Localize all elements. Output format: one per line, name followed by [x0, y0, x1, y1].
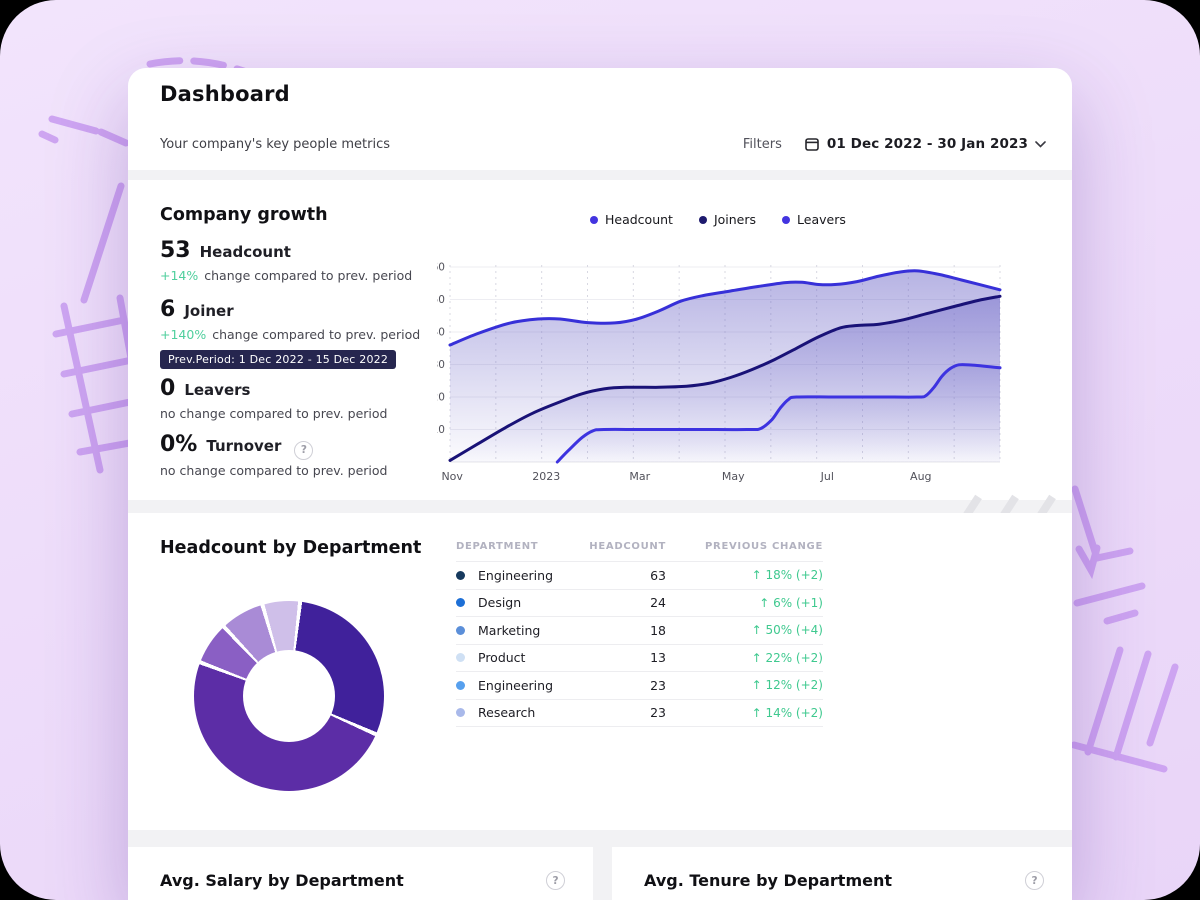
- department-dot: [456, 708, 465, 718]
- gap-decoration: [128, 494, 1072, 520]
- metric-label: Leavers: [184, 381, 251, 399]
- metric-change: no change compared to prev. period: [160, 462, 388, 478]
- metric-change: no change compared to prev. period: [160, 406, 388, 421]
- department-table-header: Department Headcount Previous change: [456, 541, 823, 561]
- table-row: Marketing 18 ↑ 50% (+4): [456, 616, 823, 644]
- svg-text:Nov: Nov: [441, 470, 463, 483]
- svg-text:60: 60: [437, 262, 445, 274]
- svg-text:50: 50: [437, 294, 445, 306]
- department-dot: [456, 570, 465, 580]
- help-icon[interactable]: ?: [294, 440, 314, 460]
- date-range-picker[interactable]: 01 Dec 2022 - 30 Jan 2023: [804, 136, 1046, 152]
- growth-chart-svg: 10 20 30 40 50 60 Nov 2023 Mar May Jul Aug: [432, 262, 1002, 483]
- calendar-icon: [805, 138, 819, 151]
- metric-label: Turnover: [206, 437, 282, 455]
- page-subtitle: Your company's key people metrics: [160, 136, 391, 152]
- department-dot: [456, 680, 465, 690]
- prev-period-tooltip: Prev.Period: 1 Dec 2022 - 15 Dec 2022: [160, 350, 397, 369]
- department-dot: [456, 653, 465, 663]
- table-row: Product 13 ↑ 22% (+2): [456, 643, 823, 672]
- legend-item-headcount[interactable]: Headcount: [590, 212, 673, 227]
- growth-chart: 10 20 30 40 50 60 Nov 2023 Mar May Jul Aug: [432, 255, 1002, 487]
- metric-value: 0%: [160, 432, 198, 457]
- legend-item-joiners[interactable]: Joiners: [698, 212, 756, 227]
- avg-salary-card: Avg. Salary by Department ?: [128, 847, 593, 900]
- legend-dot: [698, 215, 707, 224]
- svg-text:May: May: [722, 470, 745, 483]
- table-row: Design 24 ↑ 6% (+1): [456, 588, 823, 617]
- table-row: Research 23 ↑ 14% (+2): [456, 698, 823, 727]
- help-icon[interactable]: ?: [1025, 871, 1044, 890]
- svg-text:10: 10: [437, 424, 445, 436]
- avg-tenure-title: Avg. Tenure by Department: [644, 871, 893, 890]
- table-row: Engineering 63 ↑ 18% (+2): [456, 561, 823, 589]
- department-dot: [456, 625, 465, 635]
- col-headcount: Headcount: [589, 541, 666, 552]
- metric-headcount: 53 Headcount +14% change compared to prev…: [160, 238, 412, 283]
- legend-dot: [590, 215, 598, 224]
- svg-text:40: 40: [437, 327, 445, 339]
- svg-text:Mar: Mar: [629, 470, 650, 483]
- chevron-down-icon: [1035, 140, 1046, 148]
- growth-legend: Headcount Joiners Leavers: [590, 212, 846, 227]
- metric-joiners: 6 Joiner +140% change compared to prev. p…: [160, 297, 420, 369]
- avg-salary-title: Avg. Salary by Department: [160, 871, 404, 890]
- metric-turnover: 0% Turnover ? no change compared to prev…: [160, 432, 387, 478]
- dept-table-body: Engineering 63 ↑ 18% (+2) Design 24 ↑ 6% (+1)…: [456, 561, 823, 727]
- department-donut-chart: [194, 601, 384, 791]
- metric-value: 53: [160, 238, 191, 263]
- headcount-by-department-title: Headcount by Department: [160, 538, 422, 558]
- filters-button[interactable]: Filters: [742, 136, 782, 152]
- metric-change: +140% change compared to prev. period: [160, 327, 421, 342]
- metric-value: 0: [160, 376, 176, 401]
- department-dot: [456, 598, 465, 608]
- help-icon[interactable]: ?: [546, 871, 565, 890]
- metric-label: Headcount: [199, 243, 291, 261]
- metric-value: 6: [160, 297, 176, 322]
- page-title: Dashboard: [160, 82, 290, 106]
- svg-text:2023: 2023: [532, 470, 560, 483]
- date-range-value: 01 Dec 2022 - 30 Jan 2023: [826, 136, 1028, 152]
- metric-label: Joiner: [184, 302, 234, 320]
- avg-tenure-card: Avg. Tenure by Department ?: [612, 847, 1072, 900]
- company-growth-card: Company growth Headcount Joiners Leavers 5…: [128, 180, 1072, 500]
- department-table: Department Headcount Previous change Eng…: [456, 541, 823, 727]
- metric-change: +14% change compared to prev. period: [160, 268, 413, 283]
- svg-text:Aug: Aug: [910, 470, 931, 483]
- table-row: Engineering 23 ↑ 12% (+2): [456, 671, 823, 699]
- metric-leavers: 0 Leavers no change compared to prev. pe…: [160, 376, 387, 421]
- svg-text:Jul: Jul: [820, 470, 834, 483]
- legend-item-leavers[interactable]: Leavers: [782, 212, 846, 227]
- col-previous-change: Previous change: [705, 541, 823, 552]
- legend-dot: [782, 215, 791, 224]
- dashboard-window: Dashboard Your company's key people metr…: [128, 68, 1072, 900]
- svg-text:20: 20: [437, 392, 445, 404]
- headcount-by-department-card: Headcount by Department Department Headc…: [128, 513, 1072, 830]
- col-department: Department: [456, 541, 539, 552]
- company-growth-title: Company growth: [160, 205, 328, 225]
- header-card: Dashboard Your company's key people metr…: [128, 68, 1072, 170]
- svg-text:30: 30: [437, 359, 445, 371]
